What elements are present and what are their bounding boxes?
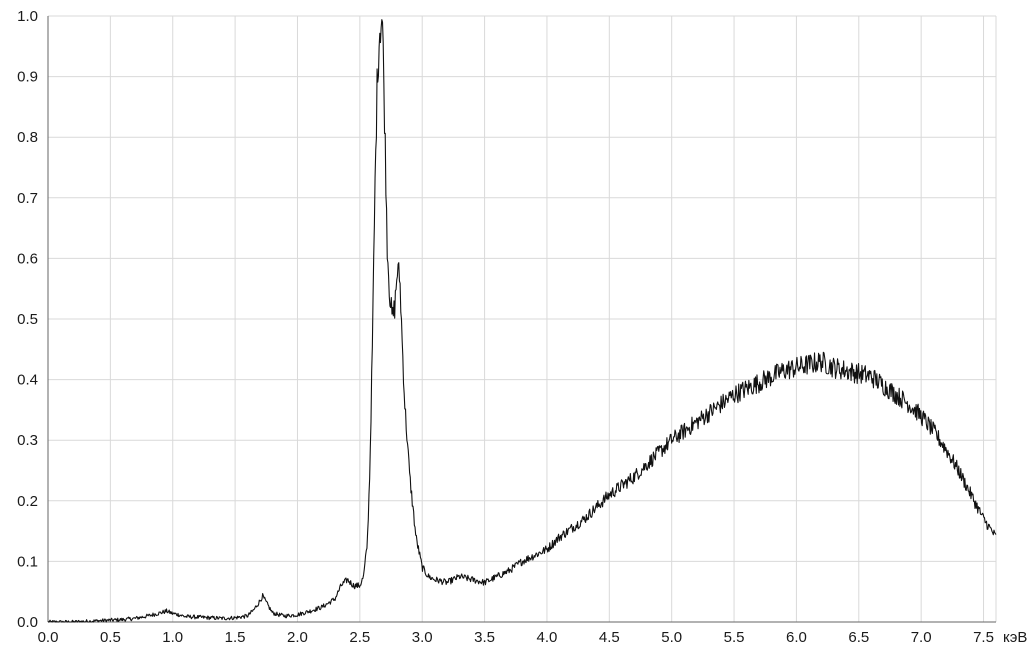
series-layer [47,19,997,623]
x-tick-label: 0.0 [38,629,59,646]
y-tick-label: 1.0 [17,8,38,25]
x-tick-label: 2.0 [287,629,308,646]
x-tick-label: 4.0 [537,629,558,646]
y-tick-label: 0.3 [17,432,38,449]
y-tick-label: 0.8 [17,129,38,146]
grid [48,15,997,622]
y-tick-label: 0.4 [17,372,38,389]
axes [47,16,996,623]
x-tick-label: 5.0 [661,629,682,646]
x-tick-label: 5.5 [724,629,745,646]
x-tick-label: 3.0 [412,629,433,646]
x-tick-label: 4.5 [599,629,620,646]
y-tick-label: 0.0 [17,614,38,631]
y-tick-labels: 0.0 0.1 0.2 0.3 0.4 0.5 0.6 0.7 0.8 0.9 1.0 [17,8,38,631]
x-tick-label: 3.5 [474,629,495,646]
y-tick-label: 0.7 [17,190,38,207]
x-tick-label: 2.5 [349,629,370,646]
y-tick-label: 0.1 [17,553,38,570]
y-tick-label: 0.5 [17,311,38,328]
x-tick-label: 1.0 [162,629,183,646]
y-tick-label: 0.2 [17,493,38,510]
x-tick-label: 1.5 [225,629,246,646]
x-unit-label: кэВ [1003,629,1027,646]
x-tick-label: 0.5 [100,629,121,646]
x-tick-label: 6.5 [848,629,869,646]
x-tick-labels: 0.0 0.5 1.0 1.5 2.0 2.5 3.0 3.5 4.0 4.5 5.0 5.5 6.0 6… [38,629,994,646]
spectrum-line [47,19,997,623]
x-tick-label: 7.0 [911,629,932,646]
x-tick-label: 6.0 [786,629,807,646]
x-tick-label: 7.5 [973,629,994,646]
y-tick-label: 0.6 [17,250,38,267]
y-tick-label: 0.9 [17,69,38,86]
